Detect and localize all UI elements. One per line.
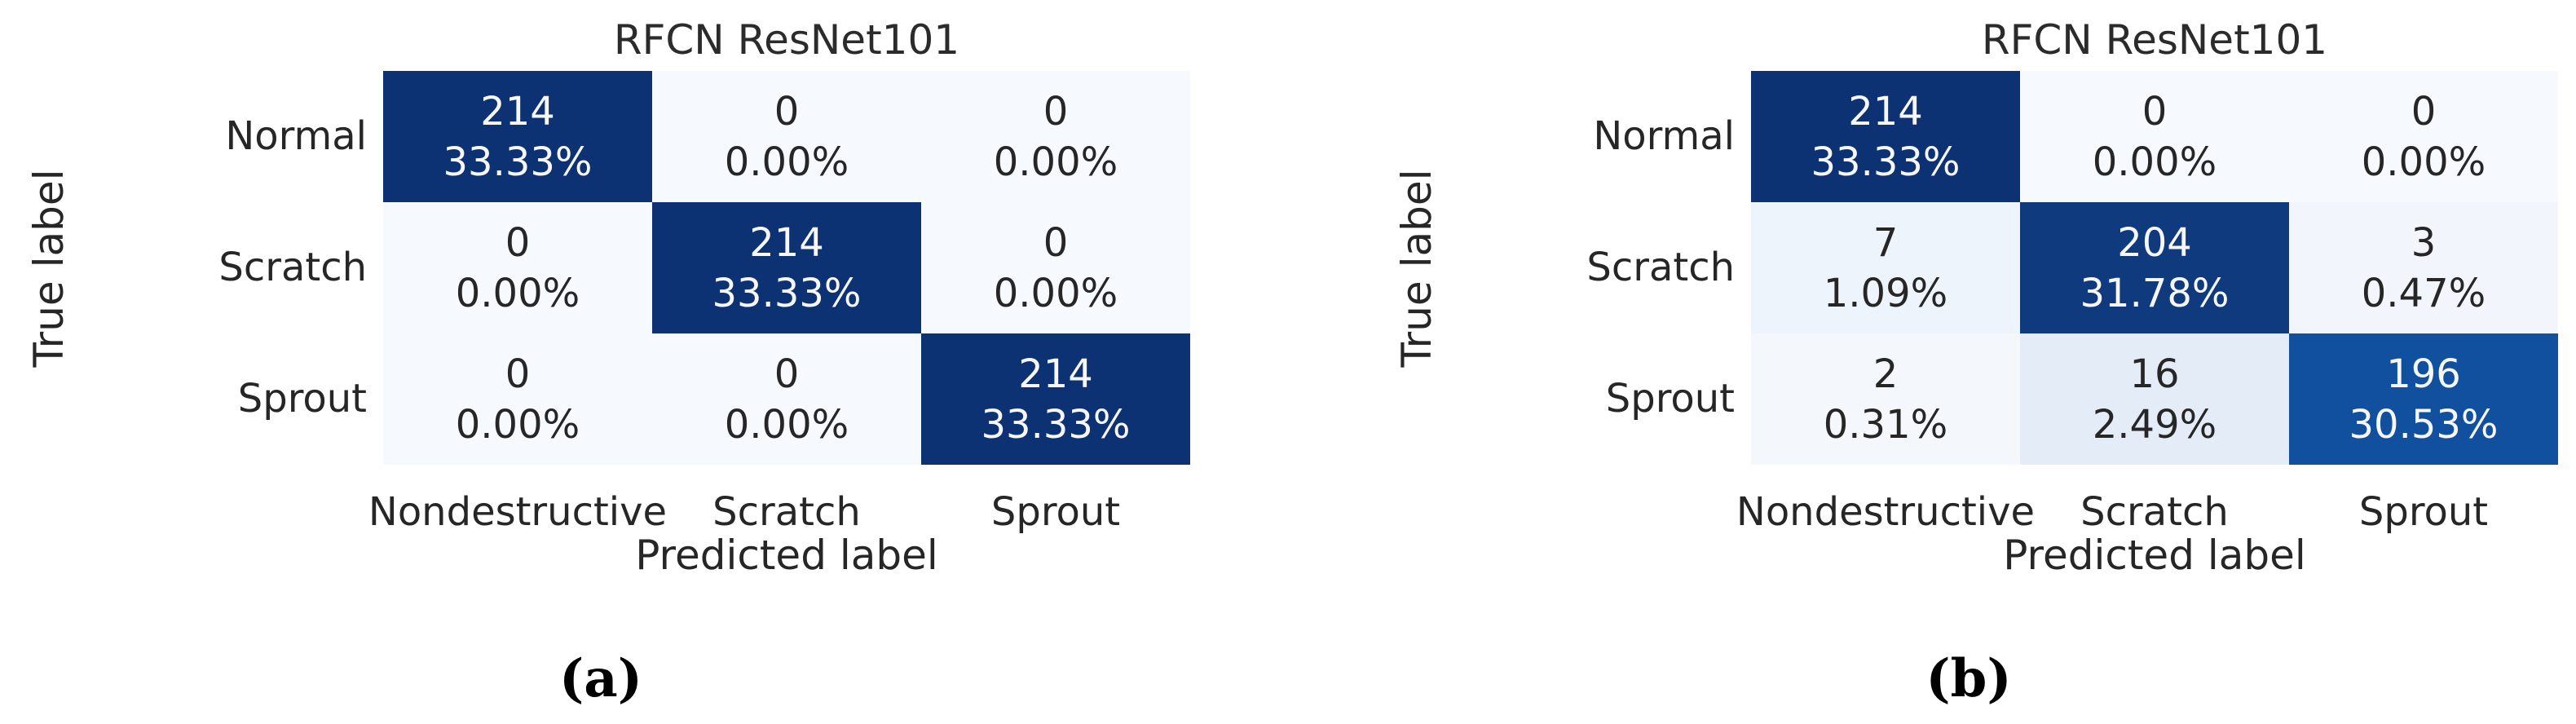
row-label-normal: Normal bbox=[1593, 113, 1735, 159]
matrix-cell-r1c2: 3 0.47% bbox=[2289, 202, 2558, 333]
cell-percent: 0.31% bbox=[1823, 401, 1948, 448]
row-label-sprout: Sprout bbox=[237, 376, 367, 422]
matrix-cell-r1c1: 204 31.78% bbox=[2020, 202, 2289, 333]
cell-count: 214 bbox=[749, 219, 824, 266]
col-label-nondestructive: Nondestructive bbox=[1736, 489, 2036, 535]
cell-count: 3 bbox=[2411, 219, 2437, 266]
x-axis-label: Predicted label bbox=[635, 532, 938, 579]
chart-title: RFCN ResNet101 bbox=[1981, 16, 2328, 64]
cell-percent: 0.00% bbox=[455, 270, 580, 316]
cell-count: 0 bbox=[505, 351, 531, 397]
matrix-cell-r2c1: 16 2.49% bbox=[2020, 333, 2289, 465]
col-label-scratch: Scratch bbox=[712, 489, 861, 535]
cell-count: 196 bbox=[2386, 351, 2461, 397]
matrix-cell-r0c1: 0 0.00% bbox=[652, 71, 921, 202]
cell-percent: 0.00% bbox=[993, 270, 1118, 316]
row-label-sprout: Sprout bbox=[1605, 376, 1735, 422]
matrix-cell-r0c0: 214 33.33% bbox=[383, 71, 652, 202]
cell-percent: 30.53% bbox=[2349, 401, 2499, 448]
confusion-matrix-grid: 214 33.33% 0 0.00% 0 0.00% 0 0.00% 214 3… bbox=[383, 71, 1190, 465]
cell-count: 214 bbox=[480, 88, 555, 135]
confusion-matrix-panel-a: RFCN ResNet101 True label Normal Scratch… bbox=[25, 16, 1190, 709]
subfigure-caption-b: (b) bbox=[1925, 648, 2012, 709]
x-axis-label: Predicted label bbox=[2003, 532, 2306, 579]
cell-count: 204 bbox=[2117, 219, 2192, 266]
row-label-scratch: Scratch bbox=[218, 245, 367, 290]
cell-percent: 0.00% bbox=[2361, 139, 2486, 185]
matrix-cell-r0c2: 0 0.00% bbox=[2289, 71, 2558, 202]
cell-percent: 0.00% bbox=[455, 401, 580, 448]
cell-count: 214 bbox=[1848, 88, 1923, 135]
cell-count: 0 bbox=[1043, 219, 1069, 266]
col-label-sprout: Sprout bbox=[990, 489, 1121, 535]
matrix-cell-r1c0: 7 1.09% bbox=[1751, 202, 2020, 333]
cell-count: 0 bbox=[505, 219, 531, 266]
cell-percent: 0.00% bbox=[2092, 139, 2217, 185]
cell-percent: 2.49% bbox=[2092, 401, 2217, 448]
chart-title: RFCN ResNet101 bbox=[613, 16, 960, 64]
cell-count: 214 bbox=[1018, 351, 1093, 397]
cell-count: 0 bbox=[2411, 88, 2437, 135]
matrix-cell-r2c2: 196 30.53% bbox=[2289, 333, 2558, 465]
cell-count: 0 bbox=[774, 88, 800, 135]
row-label-scratch: Scratch bbox=[1586, 245, 1735, 290]
subfigure-caption-a: (a) bbox=[558, 648, 643, 709]
matrix-cell-r0c2: 0 0.00% bbox=[921, 71, 1190, 202]
cell-percent: 0.00% bbox=[724, 401, 849, 448]
matrix-cell-r1c2: 0 0.00% bbox=[921, 202, 1190, 333]
matrix-cell-r0c1: 0 0.00% bbox=[2020, 71, 2289, 202]
row-label-normal: Normal bbox=[225, 113, 367, 159]
matrix-cell-r2c2: 214 33.33% bbox=[921, 333, 1190, 465]
matrix-cell-r2c0: 0 0.00% bbox=[383, 333, 652, 465]
confusion-matrix-grid: 214 33.33% 0 0.00% 0 0.00% 7 1.09% 204 3… bbox=[1751, 71, 2558, 465]
matrix-cell-r0c0: 214 33.33% bbox=[1751, 71, 2020, 202]
confusion-matrix-panel-b: RFCN ResNet101 True label Normal Scratch… bbox=[1368, 0, 2576, 724]
cell-percent: 33.33% bbox=[443, 139, 593, 185]
cell-count: 0 bbox=[2142, 88, 2168, 135]
cell-count: 0 bbox=[1043, 88, 1069, 135]
cell-percent: 33.33% bbox=[1811, 139, 1961, 185]
cell-count: 2 bbox=[1872, 351, 1899, 397]
matrix-cell-r2c0: 2 0.31% bbox=[1751, 333, 2020, 465]
cell-percent: 0.00% bbox=[993, 139, 1118, 185]
col-label-scratch: Scratch bbox=[2080, 489, 2229, 535]
cell-percent: 31.78% bbox=[2080, 270, 2230, 316]
cell-percent: 0.47% bbox=[2361, 270, 2486, 316]
cell-count: 0 bbox=[774, 351, 800, 397]
cell-percent: 1.09% bbox=[1823, 270, 1948, 316]
col-label-sprout: Sprout bbox=[2358, 489, 2489, 535]
cell-percent: 33.33% bbox=[712, 270, 862, 316]
cell-percent: 33.33% bbox=[981, 401, 1131, 448]
cell-percent: 0.00% bbox=[724, 139, 849, 185]
matrix-cell-r2c1: 0 0.00% bbox=[652, 333, 921, 465]
matrix-cell-r1c1: 214 33.33% bbox=[652, 202, 921, 333]
cell-count: 16 bbox=[2129, 351, 2180, 397]
cell-count: 7 bbox=[1872, 219, 1899, 266]
matrix-cell-r1c0: 0 0.00% bbox=[383, 202, 652, 333]
col-label-nondestructive: Nondestructive bbox=[368, 489, 668, 535]
